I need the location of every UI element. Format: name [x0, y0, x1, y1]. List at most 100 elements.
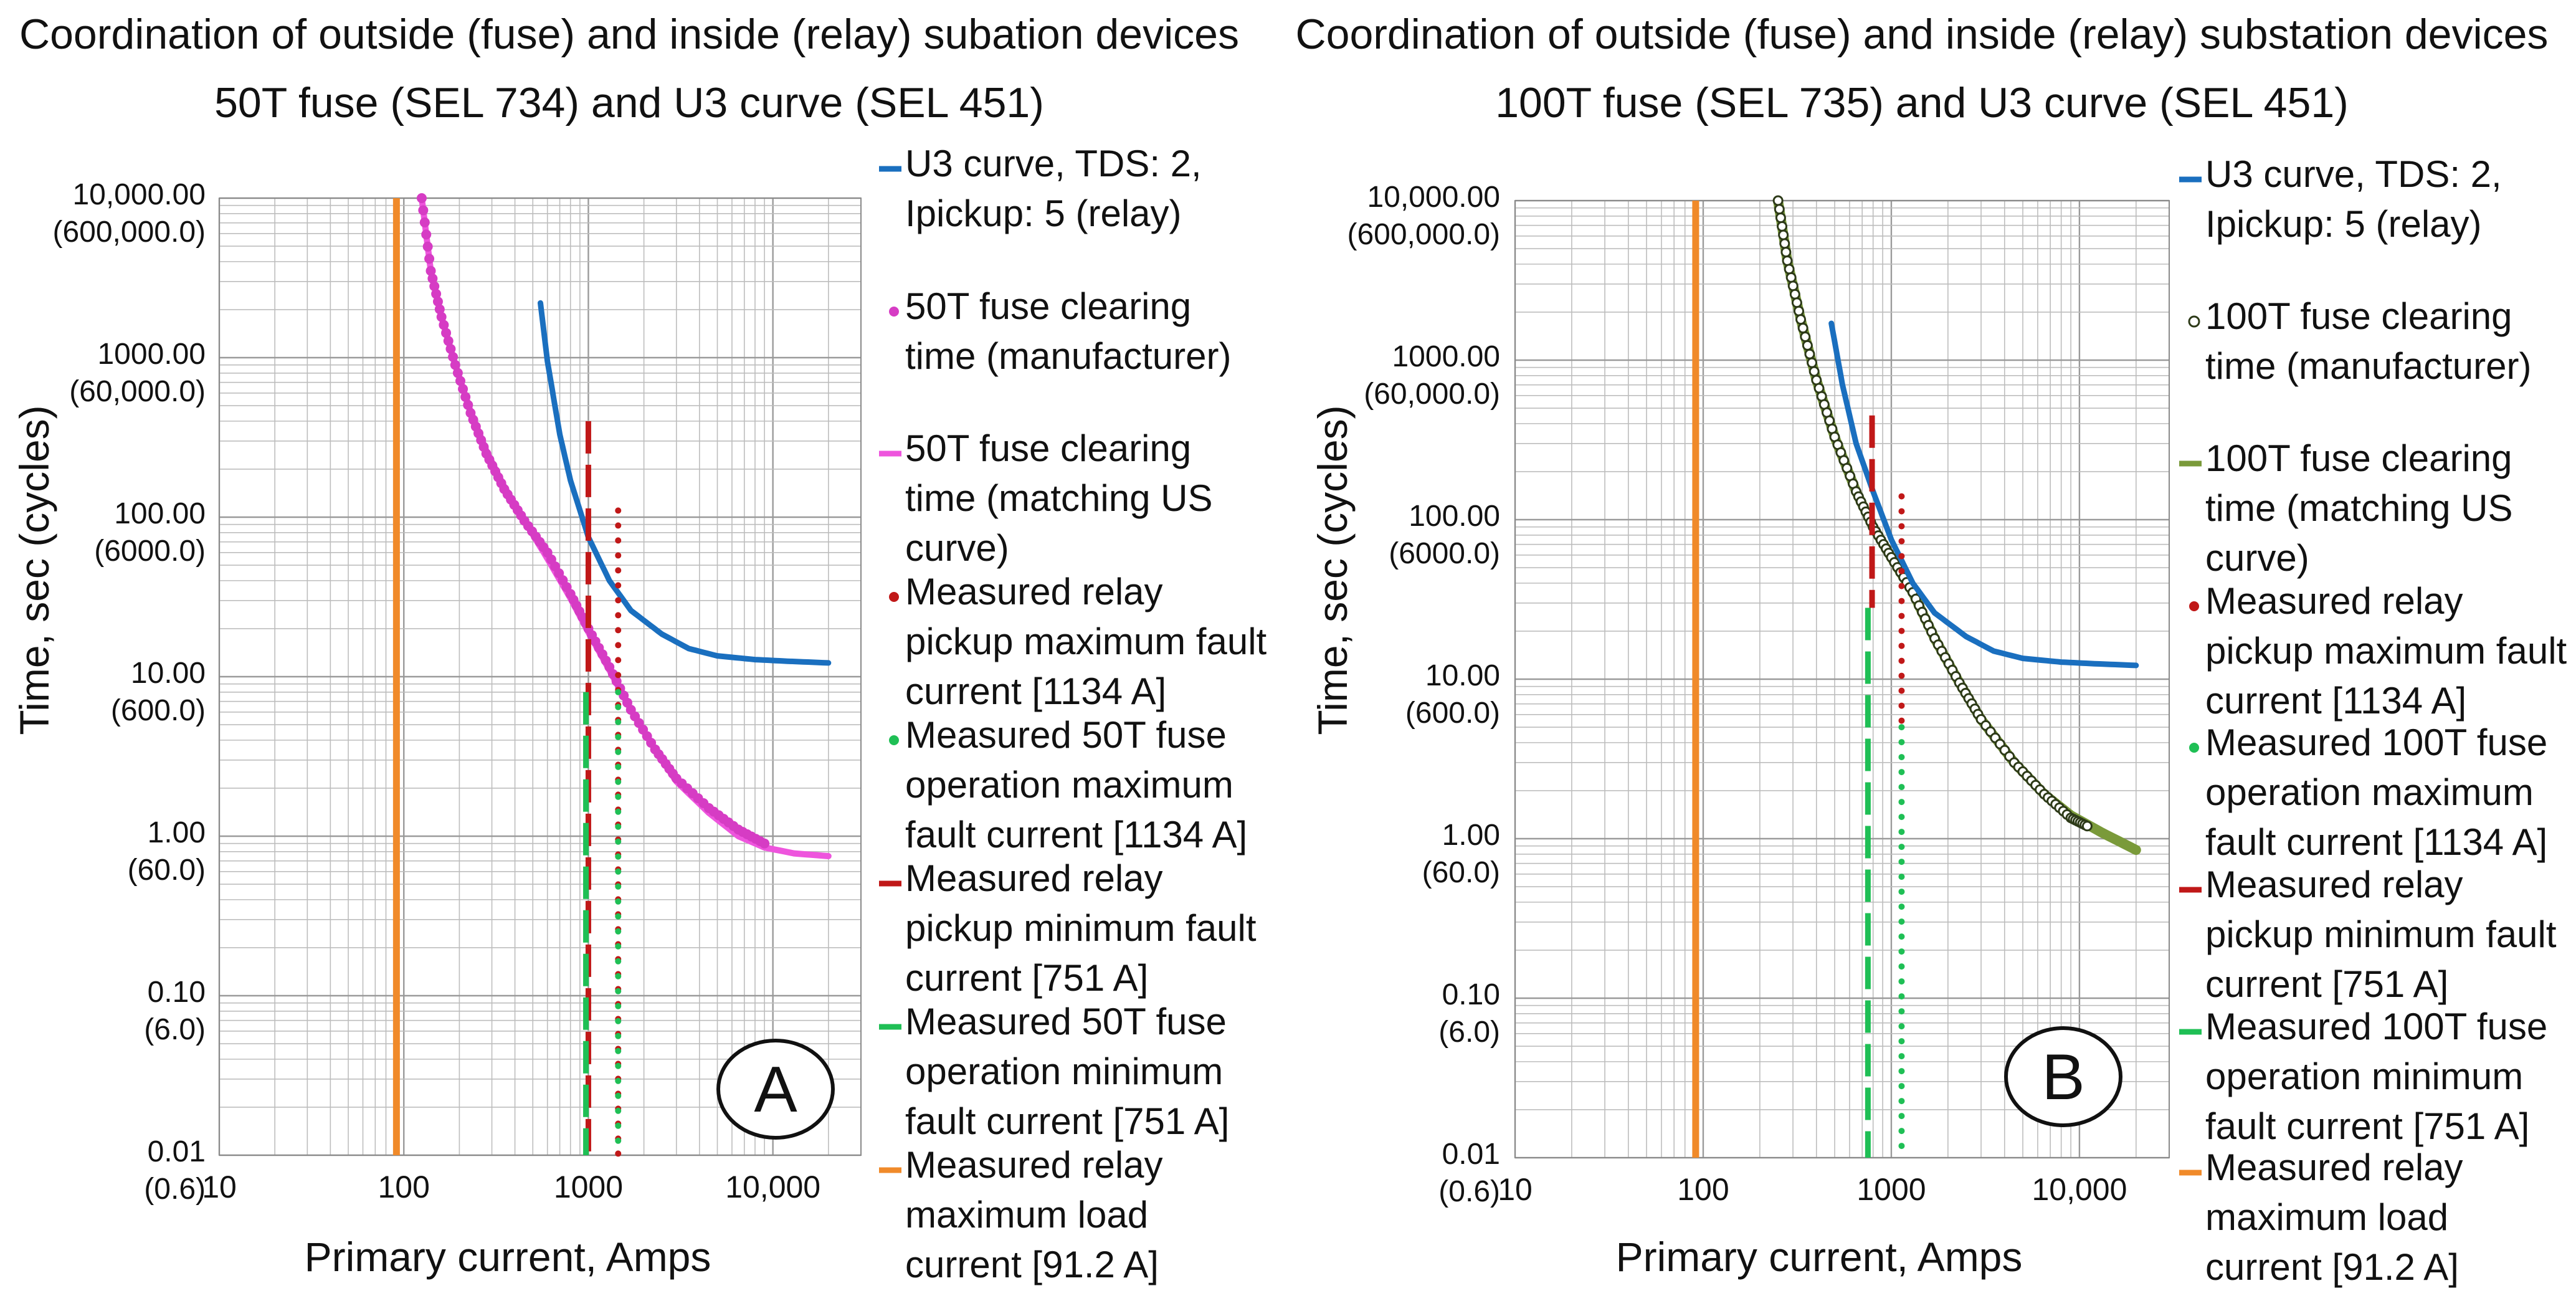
fuse-manufacturer-point — [1793, 305, 1804, 317]
fuse-manufacturer-point — [439, 320, 449, 330]
y-tick-label-cycles: (6000.0) — [1389, 537, 1500, 570]
legend-marker — [889, 735, 899, 745]
legend-entry-text: Ipickup: 5 (relay) — [2205, 203, 2482, 245]
legend-entry-text: Measured relay — [2205, 864, 2463, 905]
fuse-manufacturer-point — [1800, 331, 1811, 342]
fuse-manufacturer-point — [419, 217, 430, 227]
plot-frame — [1514, 200, 2170, 1158]
fuse-manufacturer-point — [443, 336, 454, 346]
y-tick-label: 10,000.00 — [1367, 181, 1500, 214]
y-tick-label: 1.00 — [1442, 819, 1500, 852]
legend-entry-text: 100T fuse clearing — [2205, 437, 2512, 479]
fuse-manufacturer-point — [416, 193, 427, 203]
legend-entry-text: fault current [1134 A] — [905, 814, 1247, 856]
y-tick-label-cycles: (6.0) — [1438, 1016, 1500, 1049]
chart-a-title: Coordination of outside (fuse) and insid… — [19, 11, 1239, 58]
fuse-manufacturer-point — [424, 254, 435, 264]
x-tick-label: 10,000 — [725, 1170, 820, 1204]
legend-entry-text: pickup maximum fault — [2205, 630, 2567, 672]
fuse-manufacturer-point — [1787, 280, 1799, 292]
legend-entry-text: 50T fuse clearing — [905, 427, 1191, 469]
y-tick-label: 100.00 — [1409, 500, 1500, 533]
chart-b-xlabel: Primary current, Amps — [1616, 1234, 2023, 1280]
x-tick-label: 1000 — [1856, 1172, 1926, 1207]
y-tick-label: 0.01 — [148, 1135, 206, 1168]
fuse-manufacturer-point — [452, 368, 463, 378]
fuse-manufacturer-point — [1804, 348, 1815, 360]
legend-entry-text: Ipickup: 5 (relay) — [905, 193, 1182, 234]
fuse-manufacturer-point — [455, 376, 465, 386]
fuse-manufacturer-point — [1775, 212, 1786, 224]
fuse-manufacturer-point — [1791, 297, 1802, 308]
legend-entry-text: fault current [751 A] — [905, 1100, 1229, 1142]
legend-entry-text: U3 curve, TDS: 2, — [905, 143, 1202, 184]
fuse-manufacturer-point — [448, 351, 459, 362]
x-tick-label: 10,000 — [2032, 1172, 2127, 1207]
fuse-manufacturer-point — [436, 312, 447, 322]
chart-a-plot-area: 10 100 1000 10,000 10,000.00 (600,000.0) 1000.… — [52, 178, 862, 1206]
fuse-manufacturer-point — [422, 241, 433, 252]
legend-entry-text: fault current [751 A] — [2205, 1105, 2529, 1147]
legend-entry-text: Measured 50T fuse — [905, 1001, 1227, 1042]
fuse-manufacturer-point — [1778, 229, 1789, 241]
fuse-manufacturer-point — [2081, 821, 2093, 832]
fuse-manufacturer-point — [1789, 288, 1800, 300]
y-tick-label: 0.10 — [148, 976, 206, 1009]
legend-entry-text: Measured 50T fuse — [905, 714, 1227, 756]
chart-a-xlabel: Primary current, Amps — [305, 1234, 711, 1280]
series-relay-u3-curve — [1828, 320, 2139, 669]
legend-entry-text: Measured relay — [905, 1144, 1163, 1186]
legend-entry-text: operation minimum — [905, 1051, 1223, 1092]
legend-entry-text: 50T fuse clearing — [905, 285, 1191, 327]
chart-a-ylabel: Time, sec (cycles) — [11, 405, 57, 735]
y-tick-label: 1000.00 — [97, 338, 206, 371]
panel-label-circle — [716, 1039, 835, 1140]
y-tick-label-cycles: (60,000.0) — [69, 375, 206, 408]
series-fuse-manufacturer — [416, 193, 770, 849]
y-tick-label-cycles: (600,000.0) — [52, 216, 206, 249]
x-tick-label: 10 — [1498, 1172, 1533, 1207]
legend-entry-text: curve) — [905, 527, 1009, 569]
y-tick-label: 10,000.00 — [72, 178, 206, 211]
y-tick-label-cycles: (60.0) — [128, 854, 206, 887]
legend-entry-text: current [1134 A] — [2205, 680, 2466, 722]
legend-entry-text: curve) — [2205, 537, 2309, 579]
fuse-manufacturer-point — [759, 838, 770, 849]
fuse-manufacturer-point — [1774, 204, 1785, 215]
legend-marker — [889, 592, 899, 602]
legend-entry-text: Measured relay — [905, 857, 1163, 899]
legend-marker — [2188, 315, 2200, 328]
legend-entry-text: Measured relay — [2205, 1146, 2463, 1188]
fuse-manufacturer-point — [458, 384, 468, 394]
legend-marker — [889, 307, 899, 317]
fuse-manufacturer-point — [1784, 264, 1795, 275]
legend-entry-text: current [91.2 A] — [905, 1244, 1159, 1285]
legend-entry-text: Measured 100T fuse — [2205, 1006, 2547, 1047]
fuse-manufacturer-point — [1772, 195, 1784, 206]
legend-entry-text: time (manufacturer) — [905, 335, 1231, 377]
fuse-manufacturer-point — [431, 288, 442, 299]
y-tick-label: 10.00 — [131, 657, 206, 690]
fuse-manufacturer-point — [432, 297, 443, 307]
chart-b-plot-area: 10 100 1000 10,000 10,000.00 (600,000.0) 1000.… — [1347, 181, 2170, 1208]
x-tick-label: 100 — [378, 1170, 430, 1204]
y-tick-label-cycles: (0.6) — [144, 1173, 206, 1206]
panel-b: Coordination of outside (fuse) and insid… — [1296, 11, 2567, 1288]
legend-marker — [2189, 601, 2199, 611]
legend-entry-text: time (matching US — [905, 477, 1212, 519]
plot-frame — [219, 198, 862, 1156]
fuse-manufacturer-point — [445, 344, 456, 355]
y-tick-label-cycles: (6.0) — [144, 1013, 206, 1046]
legend-entry-text: current [91.2 A] — [2205, 1246, 2459, 1288]
legend-entry-text: Measured relay — [2205, 580, 2463, 622]
fuse-manufacturer-point — [421, 229, 432, 240]
legend-entry-text: current [1134 A] — [905, 670, 1166, 712]
legend-entry-text: Measured 100T fuse — [2205, 722, 2547, 763]
y-tick-label-cycles: (60.0) — [1422, 856, 1500, 889]
y-tick-label: 10.00 — [1425, 659, 1500, 692]
y-tick-label-cycles: (600.0) — [111, 694, 206, 727]
fuse-manufacturer-point — [1777, 221, 1788, 232]
legend-entry-text: pickup maximum fault — [905, 621, 1267, 662]
legend-entry-text: current [751 A] — [2205, 963, 2448, 1005]
series-relay-u3-curve — [538, 300, 832, 666]
